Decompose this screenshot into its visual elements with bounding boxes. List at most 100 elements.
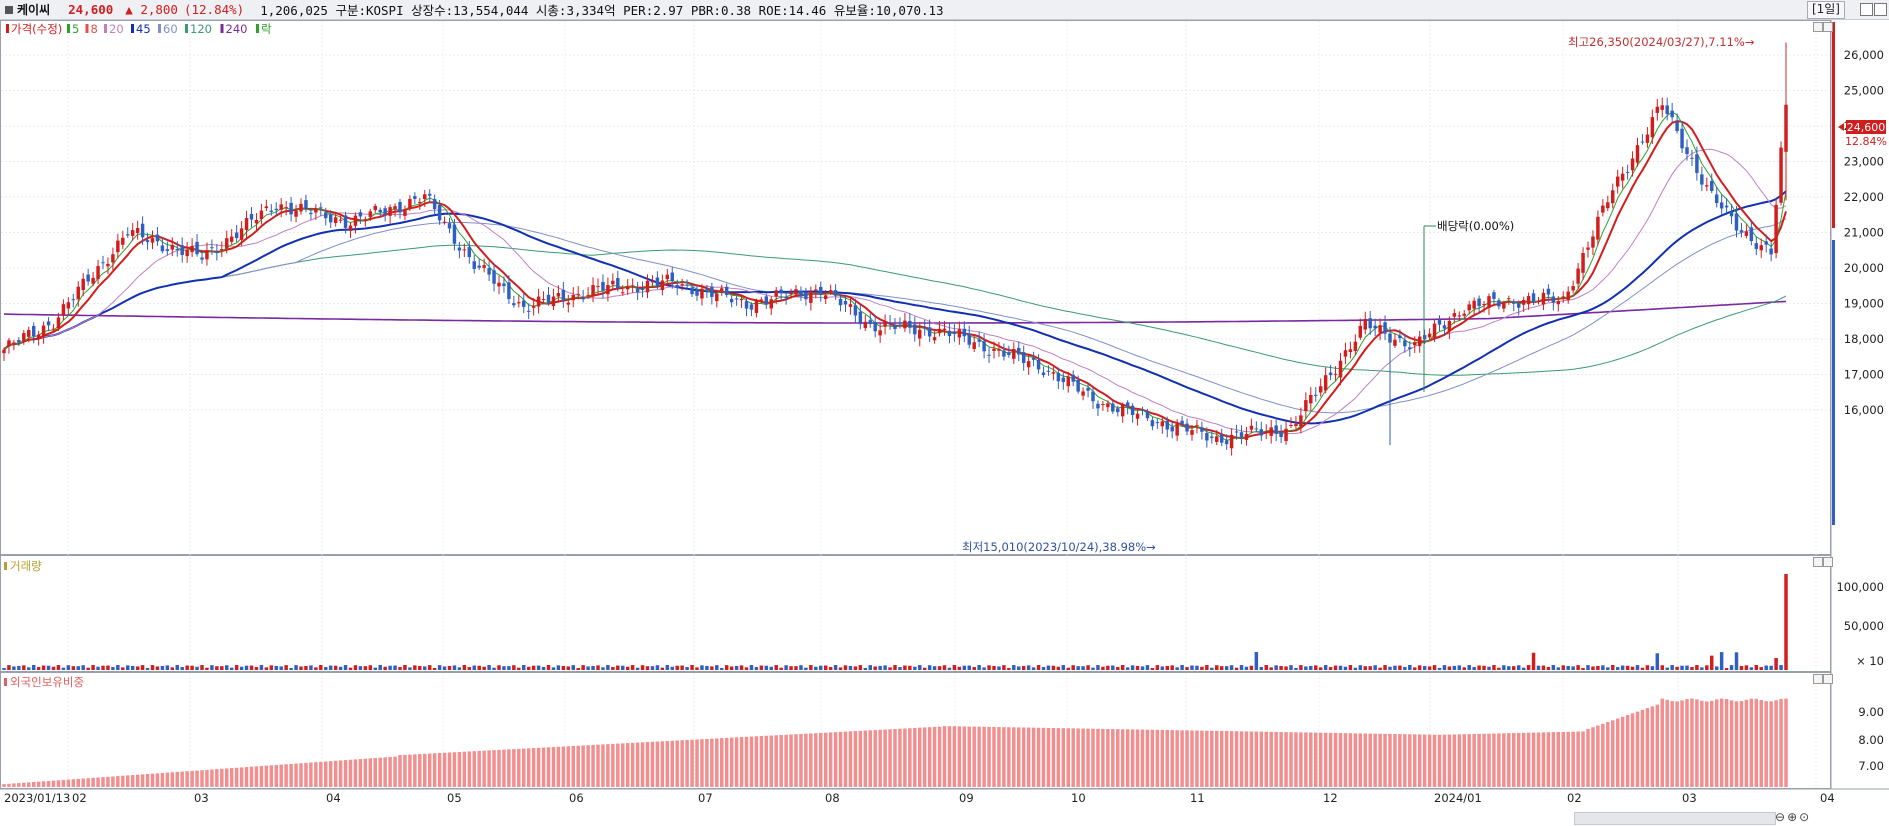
foreign-ratio-bar <box>462 751 467 787</box>
minimize-button[interactable] <box>1860 3 1873 16</box>
candle-body <box>388 207 392 216</box>
volume-bar <box>437 665 442 670</box>
candle-body <box>36 334 41 338</box>
foreign-ratio-bar <box>1185 730 1189 787</box>
volume-bar <box>1170 665 1174 670</box>
price-panel-minimize-button[interactable] <box>1813 22 1823 32</box>
candle-body <box>1096 403 1100 409</box>
volume-bar <box>1249 665 1254 670</box>
candle-body <box>1635 145 1640 163</box>
volume-bar <box>838 667 843 670</box>
volume-panel-close-button[interactable] <box>1823 557 1833 567</box>
candle-body <box>130 230 135 236</box>
candle-body <box>279 204 283 210</box>
candle-body <box>1497 300 1501 307</box>
foreign-ratio-bar <box>160 772 165 787</box>
candle-body <box>863 321 868 329</box>
foreign-ratio-bar <box>1081 728 1085 787</box>
volume-bar <box>903 665 907 670</box>
volume-bar <box>848 665 853 670</box>
zoom-in-icon[interactable]: ⊕ <box>1787 810 1798 824</box>
foreign-ratio-bar <box>784 734 788 787</box>
volume-bar <box>1422 665 1427 670</box>
volume-bar <box>1076 666 1080 670</box>
foreign-ratio-bar <box>180 771 184 787</box>
foreign-ratio-bar <box>665 741 670 787</box>
volume-bar <box>46 665 51 670</box>
candle-body <box>650 281 655 283</box>
candle-body <box>581 297 585 300</box>
candle-body <box>338 219 343 221</box>
foreign-ratio-bar <box>1650 706 1655 787</box>
foreign-ratio-bar <box>769 735 773 787</box>
candle-body <box>418 201 422 204</box>
candle-body <box>927 327 932 337</box>
foreign-ratio-bar <box>650 741 655 787</box>
foreign-ratio-bar <box>680 740 684 787</box>
foreign-ratio-bar <box>121 775 125 787</box>
range-bar-up <box>1832 22 1835 228</box>
maximize-button[interactable] <box>1874 3 1887 16</box>
volume-bar <box>1413 667 1417 670</box>
foreign-ratio-bar <box>205 769 209 787</box>
candle-body <box>734 298 739 300</box>
candle-body <box>868 320 872 324</box>
foreign-ratio-bar <box>1026 727 1031 787</box>
volume-bar <box>1403 667 1407 670</box>
foreign-ratio-bar <box>1714 699 1719 787</box>
volume-bar <box>126 665 130 670</box>
candle-body <box>774 290 778 297</box>
volume-bar <box>1759 667 1763 670</box>
candle-body <box>333 217 338 223</box>
candle-body <box>1289 424 1293 426</box>
candle-body <box>1512 301 1516 304</box>
zoom-out-icon[interactable]: ⊖ <box>1775 810 1786 824</box>
foreign-ratio-bar <box>343 760 348 787</box>
volume-bar <box>1284 666 1288 670</box>
volume-bar <box>665 665 670 670</box>
candle-body <box>625 286 630 290</box>
volume-bar <box>749 665 754 670</box>
volume-bar <box>972 667 976 670</box>
volume-bar <box>1368 666 1372 670</box>
volume-bar <box>1526 665 1531 670</box>
volume-bar <box>858 665 863 670</box>
volume-bar <box>373 667 377 670</box>
volume-bar <box>121 667 125 670</box>
volume-bar <box>1210 667 1214 670</box>
candle-body <box>828 290 833 293</box>
foreign-panel-close-button[interactable] <box>1823 674 1833 684</box>
volume-bar <box>1323 665 1328 670</box>
candle-body <box>1427 333 1432 338</box>
candle-body <box>1784 104 1788 152</box>
volume-panel-minimize-button[interactable] <box>1813 557 1823 567</box>
price-panel-close-button[interactable] <box>1823 22 1833 32</box>
horizontal-scrollbar[interactable] <box>1574 812 1776 825</box>
foreign-panel-minimize-button[interactable] <box>1813 674 1823 684</box>
foreign-ratio-bar <box>1205 730 1209 787</box>
volume-bar <box>1026 665 1031 670</box>
foreign-ratio-bar <box>606 744 610 787</box>
volume-bar <box>1071 665 1075 670</box>
foreign-ratio-bar <box>1690 698 1694 787</box>
timeframe-selector[interactable]: [1일] <box>1806 1 1845 19</box>
volume-bar <box>205 667 209 670</box>
volume-bar <box>937 666 942 670</box>
candle-body <box>328 214 333 223</box>
candle-body <box>1279 432 1283 438</box>
foreign-ratio-bar <box>1254 731 1259 787</box>
candle-body <box>1155 422 1160 424</box>
volume-bar <box>220 666 224 670</box>
foreign-ratio-bar <box>848 731 853 787</box>
foreign-ratio-bar <box>1061 728 1066 787</box>
foreign-ratio-bar <box>363 758 368 787</box>
candle-body <box>1031 357 1036 360</box>
foreign-ratio-bar <box>1665 699 1669 787</box>
volume-bar <box>754 667 759 670</box>
foreign-ratio-bar <box>423 753 427 787</box>
volume-bar <box>378 665 382 670</box>
candle-body <box>1071 374 1075 382</box>
volume-bar <box>1417 665 1422 670</box>
candle-body <box>819 286 823 295</box>
zoom-reset-icon[interactable]: ⊙ <box>1799 810 1810 824</box>
